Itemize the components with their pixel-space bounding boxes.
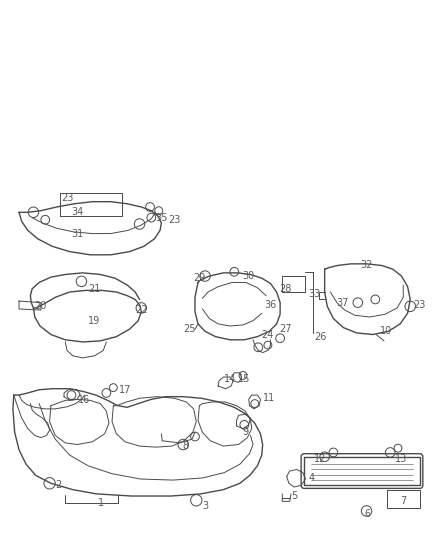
Text: 10: 10 [380, 326, 392, 336]
Text: 12: 12 [314, 454, 326, 464]
Text: 6: 6 [364, 508, 371, 519]
Text: 16: 16 [78, 395, 91, 406]
Text: 23: 23 [61, 193, 73, 204]
Text: 20: 20 [35, 301, 47, 311]
Text: 2: 2 [55, 480, 61, 490]
Text: 7: 7 [400, 496, 406, 506]
Text: 4: 4 [308, 473, 314, 483]
Text: 27: 27 [279, 324, 292, 334]
Text: 15: 15 [238, 374, 251, 384]
Text: 30: 30 [243, 271, 255, 281]
Text: 21: 21 [88, 284, 101, 294]
Text: 31: 31 [71, 229, 83, 239]
Text: 29: 29 [193, 273, 205, 283]
Text: 34: 34 [71, 207, 83, 217]
Text: 24: 24 [262, 329, 274, 340]
Text: 33: 33 [308, 289, 320, 299]
Text: 23: 23 [413, 300, 425, 310]
Text: 8: 8 [182, 441, 188, 451]
Text: 13: 13 [396, 454, 408, 464]
Text: 22: 22 [135, 305, 148, 315]
Text: 35: 35 [155, 213, 168, 223]
Text: 28: 28 [279, 284, 292, 294]
Text: 23: 23 [168, 215, 180, 225]
Text: 14: 14 [224, 374, 236, 384]
Text: 9: 9 [242, 427, 248, 437]
Text: 36: 36 [265, 300, 277, 310]
Text: 25: 25 [183, 324, 195, 334]
Text: 3: 3 [202, 500, 208, 511]
Text: 19: 19 [88, 316, 101, 326]
Text: 26: 26 [314, 332, 326, 342]
Text: 37: 37 [336, 297, 348, 308]
Text: 11: 11 [263, 393, 276, 403]
Text: 17: 17 [119, 385, 131, 395]
Text: 1: 1 [98, 498, 104, 508]
Text: 5: 5 [291, 491, 297, 501]
Text: 32: 32 [360, 261, 373, 270]
